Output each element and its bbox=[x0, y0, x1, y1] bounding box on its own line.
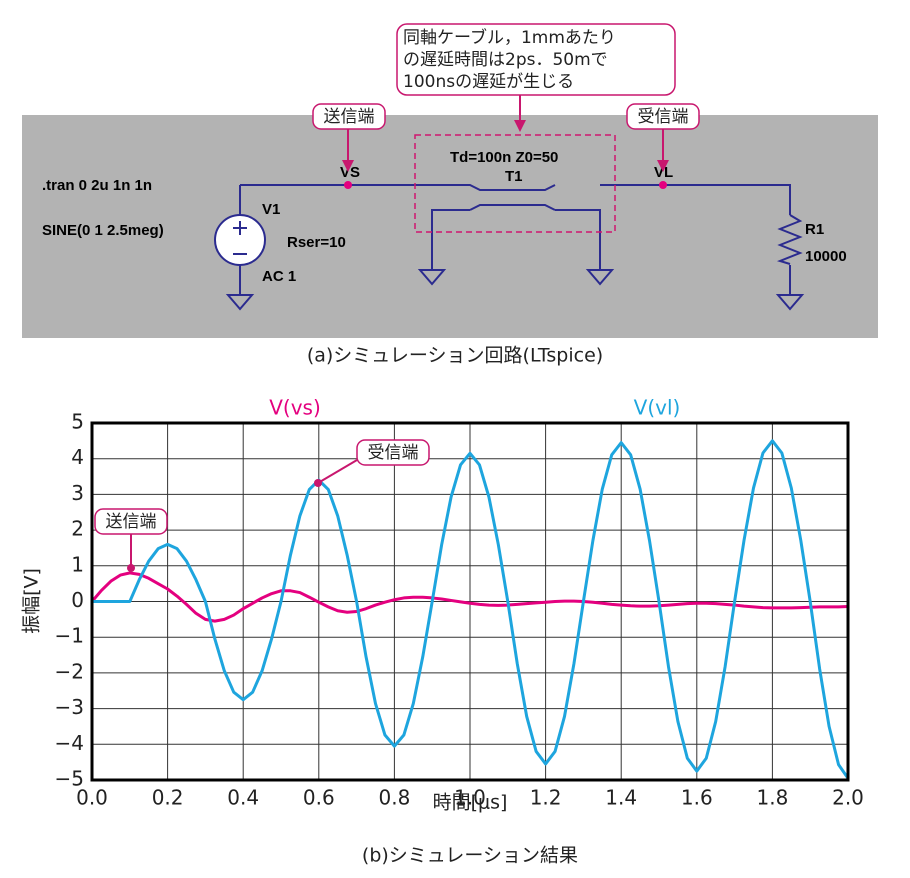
legend-entry: V(vl) bbox=[634, 396, 681, 420]
y-tick-label: −1 bbox=[55, 624, 84, 648]
x-tick-label: 0.4 bbox=[227, 786, 259, 810]
callout-text: 送信端 bbox=[106, 512, 157, 532]
x-tick-label: 1.0 bbox=[454, 786, 486, 810]
node-dot bbox=[659, 181, 667, 189]
y-axis-label: 振幅[V] bbox=[21, 568, 43, 634]
node-dot bbox=[344, 181, 352, 189]
load-value: 10000 bbox=[805, 248, 847, 265]
directive: .tran 0 2u 1n 1n bbox=[42, 177, 152, 194]
source-ac: AC 1 bbox=[262, 268, 296, 285]
schematic-background bbox=[22, 115, 878, 338]
source-name: V1 bbox=[262, 201, 280, 218]
x-tick-label: 0.0 bbox=[76, 786, 108, 810]
x-tick-label: 0.6 bbox=[303, 786, 335, 810]
y-tick-label: 0 bbox=[71, 588, 84, 612]
callout-text: 受信端 bbox=[368, 443, 419, 463]
caption: (a)シミュレーション回路(LTspice) bbox=[307, 345, 603, 367]
caption: (b)シミュレーション結果 bbox=[362, 845, 578, 867]
series-line bbox=[90, 571, 849, 623]
series-line bbox=[92, 439, 850, 780]
y-tick-label: −2 bbox=[55, 659, 84, 683]
callout-tip bbox=[127, 564, 135, 572]
y-tick-label: 4 bbox=[71, 445, 84, 469]
x-tick-label: 1.6 bbox=[681, 786, 713, 810]
y-tick-label: 3 bbox=[71, 481, 84, 505]
load-name: R1 bbox=[805, 221, 824, 238]
y-tick-label: 2 bbox=[71, 517, 84, 541]
schematic-wires bbox=[214, 184, 805, 311]
callouts bbox=[312, 23, 700, 172]
callout-box bbox=[356, 439, 430, 466]
tline-highlight bbox=[414, 134, 616, 233]
x-axis-label: 時間[μs] bbox=[433, 792, 508, 814]
x-tick-label: 1.4 bbox=[605, 786, 637, 810]
callout-text: 送信端 bbox=[324, 107, 375, 127]
x-tick-label: 0.2 bbox=[152, 786, 184, 810]
x-tick-label: 1.8 bbox=[756, 786, 788, 810]
tline-name: T1 bbox=[505, 168, 523, 185]
y-tick-label: 1 bbox=[71, 552, 84, 576]
source-spec: SINE(0 1 2.5meg) bbox=[42, 222, 164, 239]
callout-tip bbox=[314, 479, 322, 487]
source-rser: Rser=10 bbox=[287, 234, 346, 251]
node-label: VL bbox=[654, 164, 673, 181]
y-tick-label: −3 bbox=[55, 695, 84, 719]
y-tick-label: −4 bbox=[55, 731, 84, 755]
x-tick-label: 1.2 bbox=[530, 786, 562, 810]
node-label: VS bbox=[340, 164, 360, 181]
callout-arrow bbox=[317, 459, 358, 484]
y-tick-label: −5 bbox=[55, 767, 84, 791]
note-line: 100nsの遅延が生じる bbox=[403, 72, 574, 92]
y-tick-label: 5 bbox=[71, 410, 84, 434]
plot-frame bbox=[90, 421, 850, 782]
note-line: 同軸ケーブル，1mmあたり bbox=[403, 27, 616, 48]
legend-entry: V(vs) bbox=[269, 396, 321, 420]
tline-params: Td=100n Z0=50 bbox=[450, 149, 558, 166]
x-tick-label: 0.8 bbox=[378, 786, 410, 810]
note-line: の遅延時間は2ps．50mで bbox=[403, 50, 608, 70]
callout-text: 受信端 bbox=[638, 107, 689, 127]
callout-box bbox=[94, 508, 168, 535]
x-tick-label: 2.0 bbox=[832, 786, 864, 810]
